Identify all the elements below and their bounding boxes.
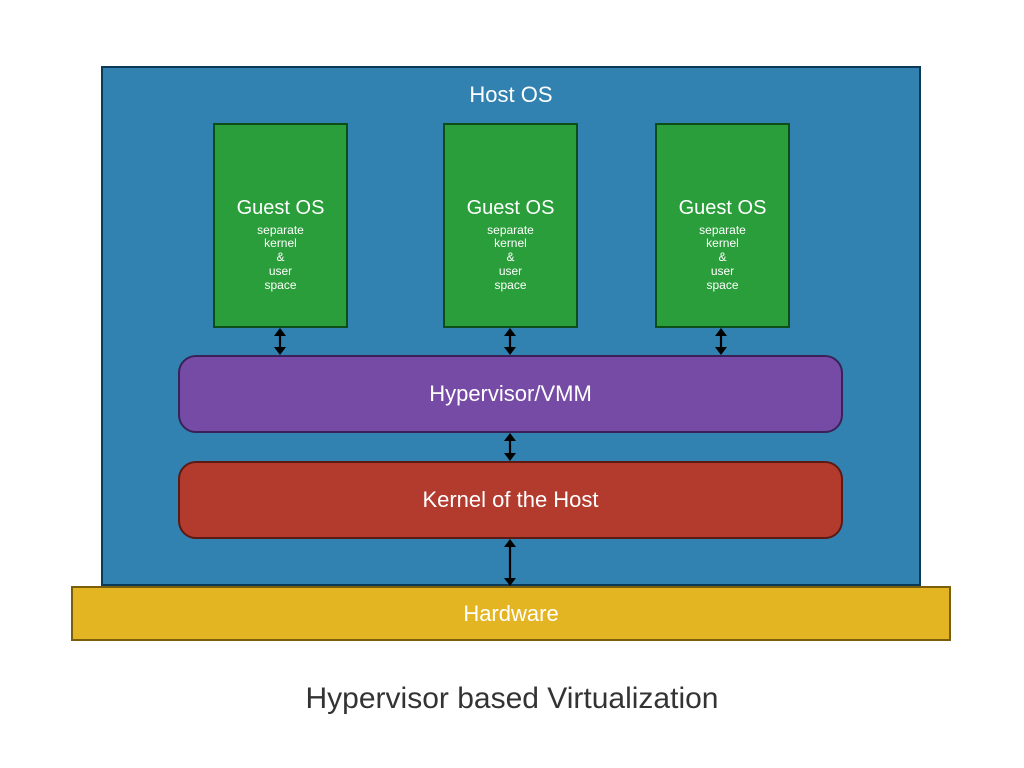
guest-os-title: Guest OS xyxy=(467,197,555,220)
host-kernel-box: Kernel of the Host xyxy=(178,461,843,539)
guest-os-title: Guest OS xyxy=(679,197,767,220)
guest-os-box: Guest OS separatekernel&userspace xyxy=(655,123,790,328)
guest-os-subtext: separatekernel&userspace xyxy=(699,224,746,293)
hypervisor-box: Hypervisor/VMM xyxy=(178,355,843,433)
hypervisor-label: Hypervisor/VMM xyxy=(429,381,592,407)
guest-os-title: Guest OS xyxy=(237,197,325,220)
guest-os-box: Guest OS separatekernel&userspace xyxy=(213,123,348,328)
host-kernel-label: Kernel of the Host xyxy=(422,487,598,513)
hardware-label: Hardware xyxy=(463,601,558,627)
diagram-title: Hypervisor based Virtualization xyxy=(0,682,1024,716)
guest-os-box: Guest OS separatekernel&userspace xyxy=(443,123,578,328)
guest-os-subtext: separatekernel&userspace xyxy=(257,224,304,293)
host-os-label: Host OS xyxy=(103,82,919,108)
diagram-canvas: Host OS Guest OS separatekernel&userspac… xyxy=(0,0,1024,768)
hardware-box: Hardware xyxy=(71,586,951,641)
guest-os-subtext: separatekernel&userspace xyxy=(487,224,534,293)
